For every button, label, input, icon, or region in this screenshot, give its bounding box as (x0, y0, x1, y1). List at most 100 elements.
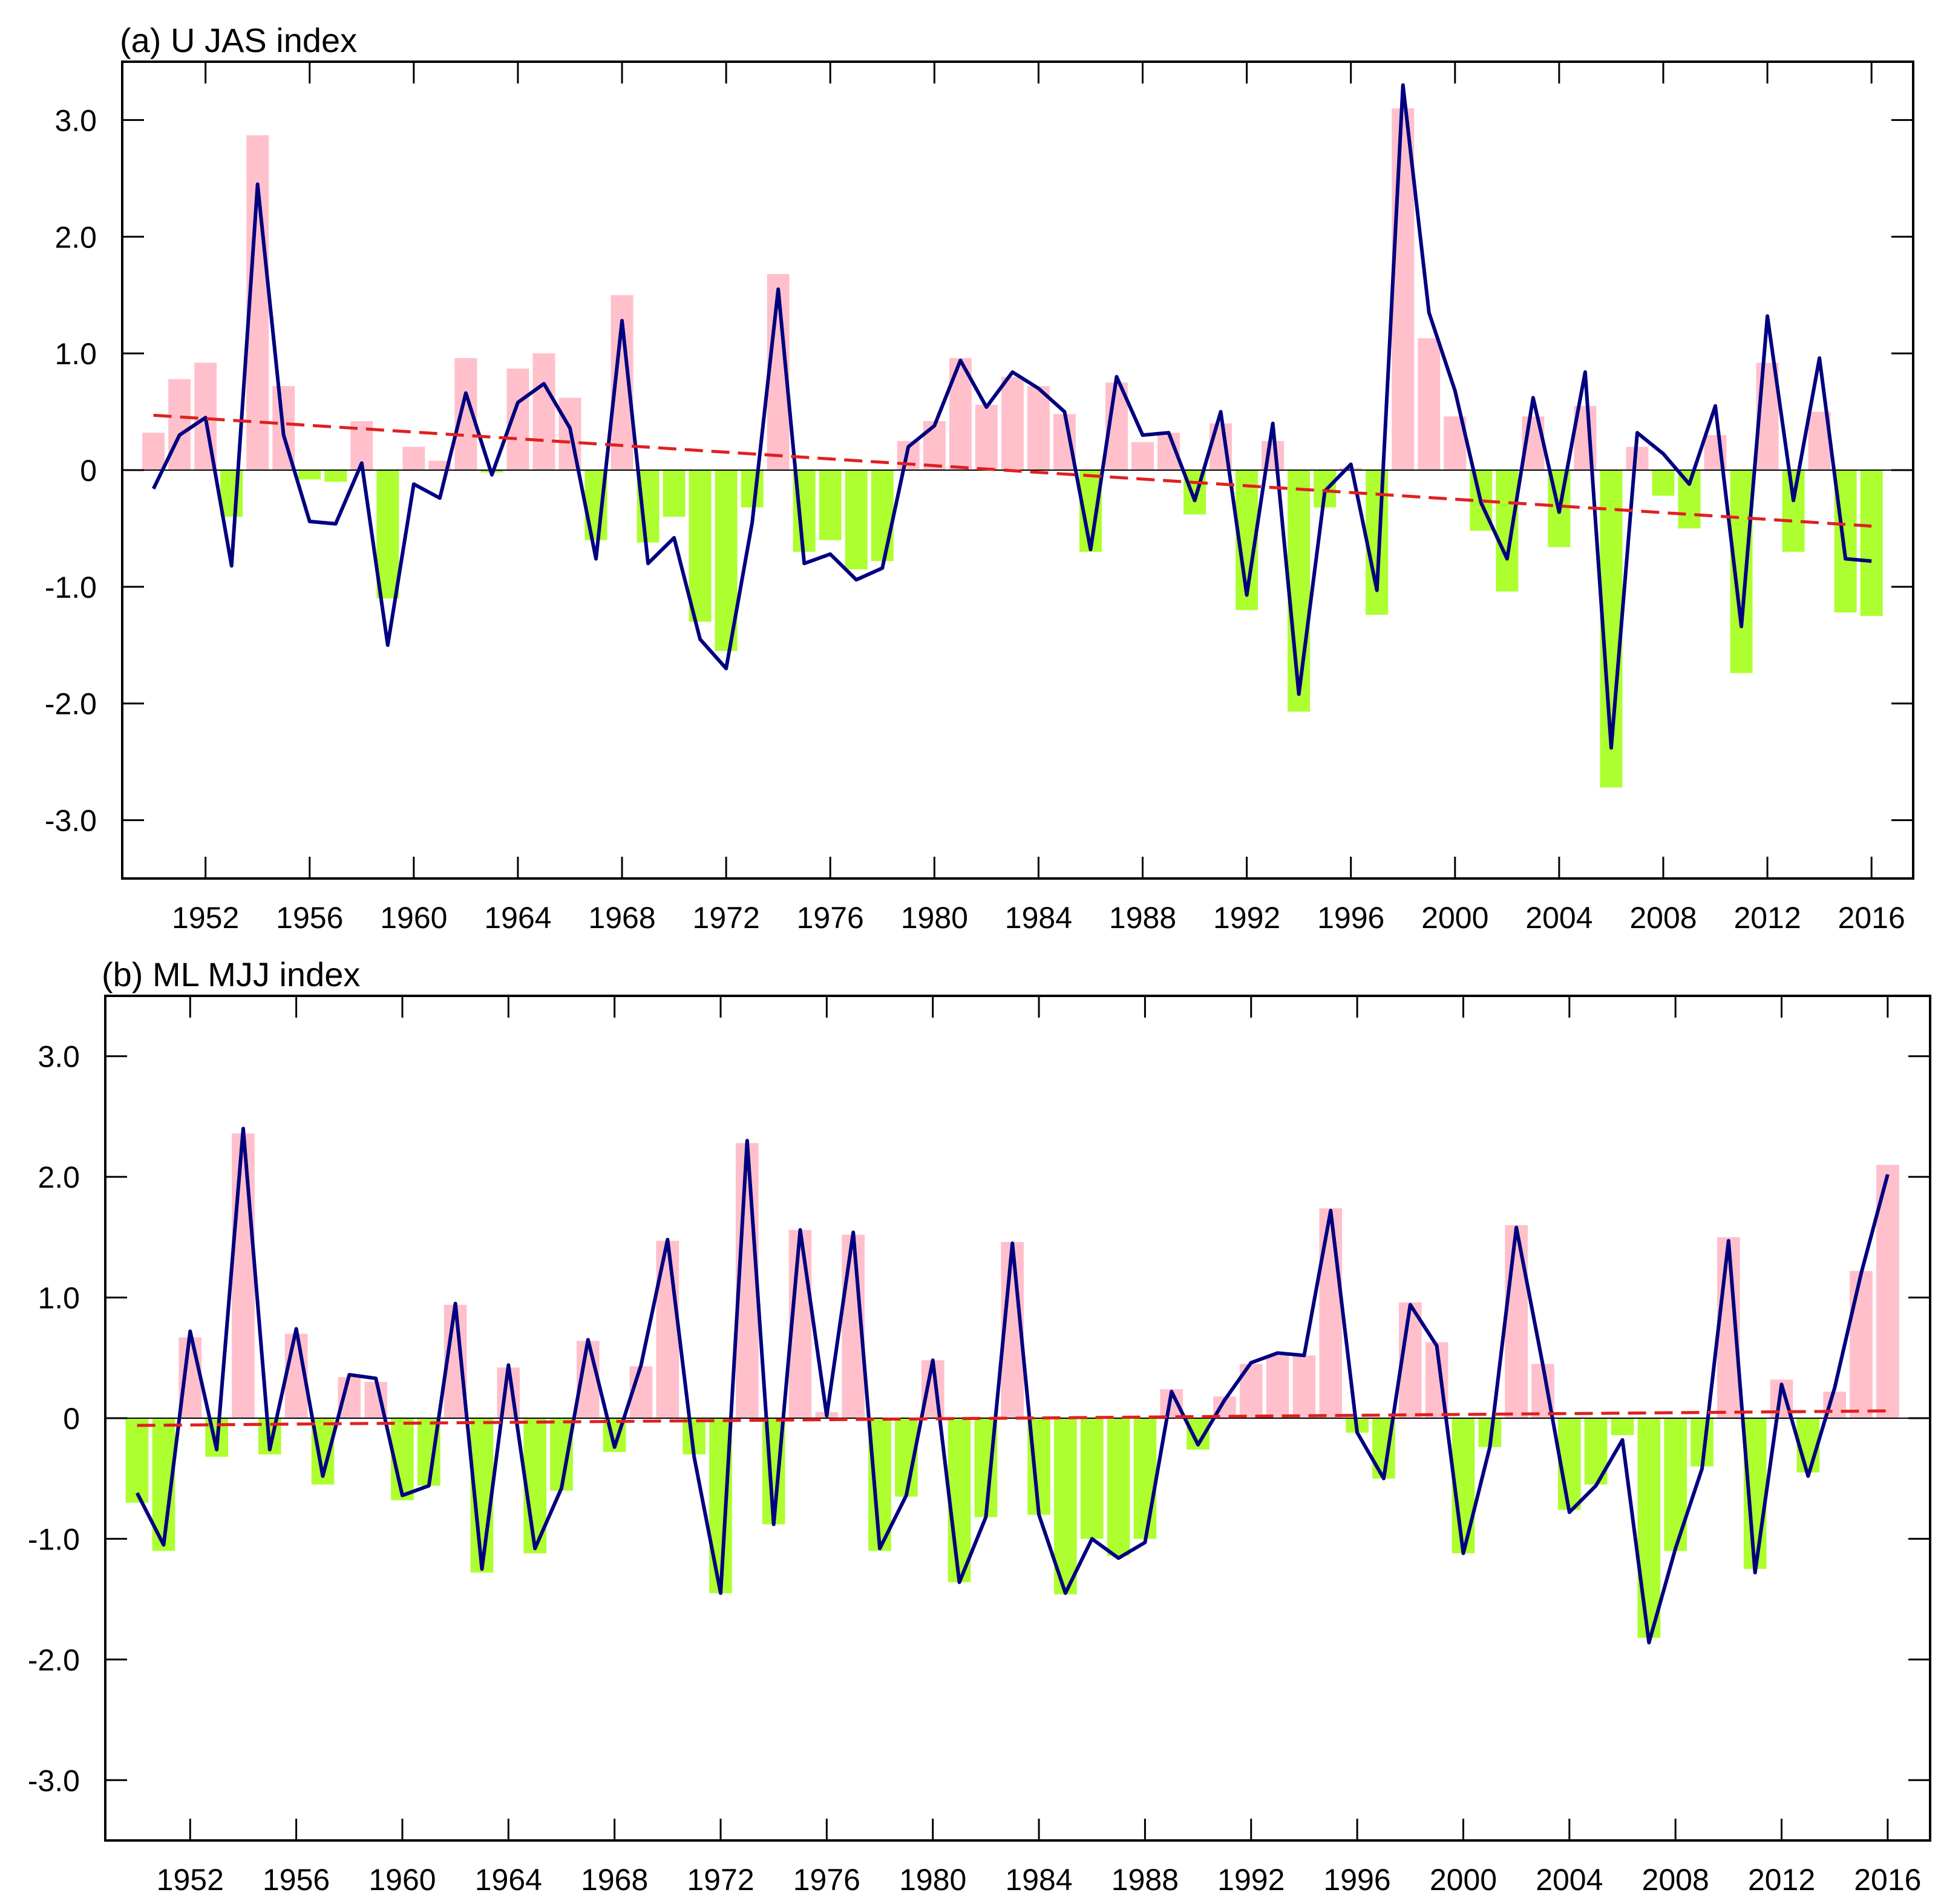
panel-a-bar-1988 (1131, 442, 1154, 470)
panel-b-bar-2007 (1637, 1418, 1661, 1638)
panel-b: (b) ML MJJ index 1952 1956 1960 1964 1968 197… (28, 955, 1931, 1897)
panel-b-y-tick-label-6: 3.0 (38, 1040, 80, 1074)
panel-a-bar-1957 (324, 470, 347, 482)
panel-b-y-tick-label-2: -1.0 (28, 1522, 80, 1556)
panel-b-x-tick-label-1960: 1960 (368, 1863, 436, 1897)
panel-b-bar-1988 (1133, 1418, 1157, 1539)
panel-b-x-tick-label-1964: 1964 (475, 1863, 542, 1897)
panel-a-bar-1970 (663, 470, 686, 517)
panel-b-title: (b) ML MJJ index (102, 955, 360, 993)
panel-b-y-tick-label-1: -2.0 (28, 1643, 80, 1677)
panel-a-x-tick-label-1988: 1988 (1109, 901, 1176, 935)
panel-a-x-tick-label-1960: 1960 (380, 901, 447, 935)
panel-b-x-tick-label-1956: 1956 (263, 1863, 330, 1897)
panel-b-bar-2006 (1611, 1418, 1634, 1435)
panel-a-title: (a) U JAS index (120, 21, 357, 59)
panel-b-x-tick-label-1984: 1984 (1005, 1863, 1072, 1897)
panel-b-x-tick-label-2012: 2012 (1748, 1863, 1815, 1897)
panel-a-y-tick-label-0: -3.0 (45, 804, 97, 838)
panel-b-y-tick-labels: -3.0 -2.0 -1.0 0 1.0 2.0 3.0 (28, 1040, 80, 1798)
panel-a-bar-1973 (741, 470, 764, 508)
panel-a-bar-1999 (1418, 338, 1441, 470)
panel-a-y-tick-label-2: -1.0 (45, 571, 97, 604)
panel-a-bar-1950 (142, 433, 165, 470)
panel-a-x-tick-label-1996: 1996 (1317, 901, 1384, 935)
panel-a-x-tick-label-2008: 2008 (1629, 901, 1697, 935)
panel-a-bar-1994 (1288, 470, 1311, 712)
panel-b-x-tick-label-1976: 1976 (793, 1863, 860, 1897)
panel-a-x-tick-label-1980: 1980 (901, 901, 968, 935)
panel-a-bar-1983 (1001, 376, 1024, 470)
panel-b-x-tick-label-2000: 2000 (1430, 1863, 1497, 1897)
panel-a-x-tick-label-2012: 2012 (1733, 901, 1801, 935)
panel-b-x-tick-label-1988: 1988 (1111, 1863, 1179, 1897)
panel-b-frame (104, 995, 1931, 1842)
panel-a-y-tick-labels: -3.0 -2.0 -1.0 0 1.0 2.0 3.0 (45, 103, 97, 837)
panel-a-bar-2016 (1860, 470, 1883, 617)
panel-a-bar-1976 (819, 470, 842, 540)
panel-b-bars (125, 1133, 1899, 1638)
panel-a-bar-1977 (845, 470, 868, 569)
panel-a-bar-2008 (1652, 470, 1675, 496)
panel-b-bar-1993 (1266, 1355, 1289, 1418)
panel-a-bar-1998 (1392, 108, 1415, 470)
panel-b-bar-2015 (1850, 1271, 1873, 1418)
panel-a-x-tick-label-1956: 1956 (276, 901, 343, 935)
panel-a-trend-line (153, 413, 1872, 528)
panel-a-x-tick-label-1984: 1984 (1005, 901, 1072, 935)
panel-b-bar-1994 (1292, 1355, 1316, 1418)
panel-a-x-tick-label-1968: 1968 (588, 901, 655, 935)
panel-b-bar-1970 (656, 1240, 679, 1418)
panel-b-bar-1981 (948, 1418, 971, 1583)
panel-b-ticks (105, 996, 1930, 1840)
panel-a-bar-2013 (1782, 470, 1805, 552)
panel-a-y-tick-label-3: 0 (80, 454, 97, 488)
panel-a-bars (142, 108, 1883, 788)
panel-b-x-tick-label-1992: 1992 (1217, 1863, 1285, 1897)
panel-b-x-tick-label-1952: 1952 (157, 1863, 224, 1897)
panel-b-x-tick-label-1980: 1980 (899, 1863, 966, 1897)
panel-a-bar-1965 (532, 353, 555, 470)
panel-b-y-tick-label-4: 1.0 (38, 1281, 80, 1315)
panel-a-x-tick-label-1972: 1972 (693, 901, 760, 935)
panel-a-x-tick-label-2016: 2016 (1838, 901, 1905, 935)
panel-a-bar-1978 (871, 470, 894, 561)
panel-a-bar-1984 (1027, 386, 1050, 470)
panel-b-bar-1950 (125, 1418, 149, 1503)
panel-b-y-tick-label-3: 0 (63, 1402, 80, 1436)
panel-a-x-tick-labels: 1952 1956 1960 1964 1968 1972 1976 1980 1984 1988… (172, 901, 1905, 935)
panel-b-x-tick-label-2004: 2004 (1536, 1863, 1603, 1897)
panel-a: (a) U JAS index 1952 1956 1960 1964 1968 1972… (45, 21, 1914, 935)
panel-a-bar-1997 (1366, 470, 1389, 615)
panel-b-x-tick-label-2008: 2008 (1642, 1863, 1709, 1897)
panel-b-bar-2008 (1664, 1418, 1687, 1551)
panel-a-bar-2002 (1496, 470, 1519, 592)
panel-b-bar-1954 (232, 1133, 255, 1418)
panel-a-frame (121, 61, 1914, 880)
panel-a-y-tick-label-1: -2.0 (45, 687, 97, 721)
panel-a-x-tick-label-1976: 1976 (797, 901, 864, 935)
panel-b-x-tick-label-2016: 2016 (1854, 1863, 1921, 1897)
panel-b-index-line (135, 1127, 1890, 1644)
panel-a-index-line (151, 83, 1872, 750)
panel-a-x-tick-label-2004: 2004 (1525, 901, 1592, 935)
panel-a-bar-1960 (402, 447, 425, 470)
panel-a-x-tick-label-1964: 1964 (484, 901, 551, 935)
panel-a-bar-1980 (923, 421, 946, 470)
panel-a-bar-1982 (975, 405, 998, 470)
panel-a-y-tick-label-5: 2.0 (54, 220, 97, 254)
panel-a-y-tick-label-4: 1.0 (54, 337, 97, 371)
panel-b-bar-2002 (1505, 1225, 1528, 1418)
panel-b-bar-1987 (1107, 1418, 1130, 1556)
panel-a-bar-1959 (376, 470, 399, 599)
panel-a-bar-1961 (428, 460, 451, 470)
panel-a-x-tick-label-1992: 1992 (1213, 901, 1280, 935)
panel-a-x-tick-label-2000: 2000 (1421, 901, 1488, 935)
panel-b-x-tick-label-1968: 1968 (581, 1863, 648, 1897)
panel-b-y-tick-label-0: -3.0 (28, 1764, 80, 1798)
panel-b-bar-1985 (1054, 1418, 1077, 1595)
panel-b-x-tick-labels: 1952 1956 1960 1964 1968 1972 1976 1980 1984 1988… (157, 1863, 1922, 1897)
panel-a-bar-1971 (689, 470, 712, 622)
panel-b-x-tick-label-1972: 1972 (687, 1863, 754, 1897)
panel-b-y-tick-label-5: 2.0 (38, 1160, 80, 1194)
